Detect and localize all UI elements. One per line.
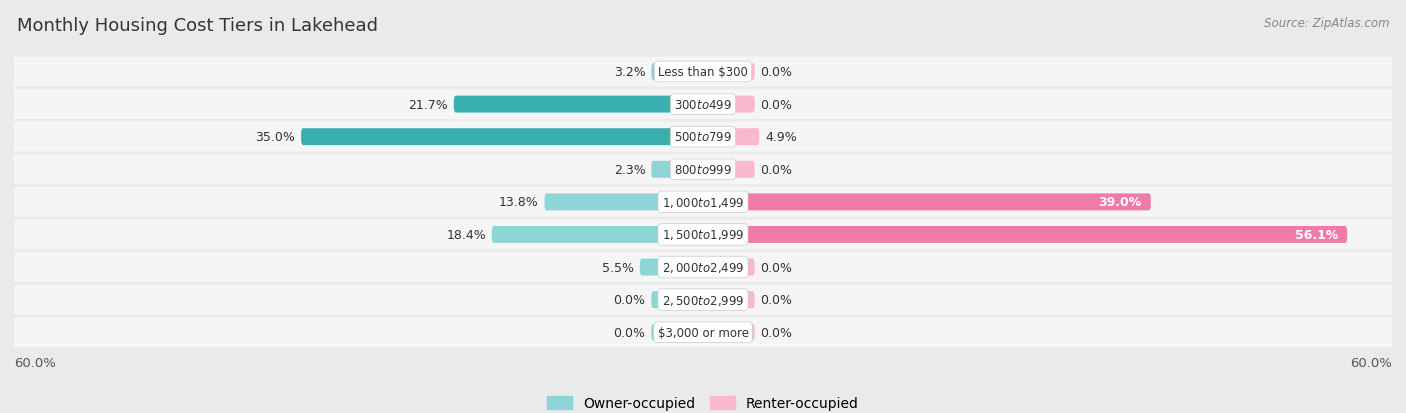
Text: 35.0%: 35.0% [256,131,295,144]
Text: $800 to $999: $800 to $999 [673,164,733,176]
Text: 0.0%: 0.0% [761,261,793,274]
FancyBboxPatch shape [454,96,703,113]
FancyBboxPatch shape [651,161,703,178]
FancyBboxPatch shape [703,226,1347,243]
FancyBboxPatch shape [703,259,755,276]
FancyBboxPatch shape [3,252,1403,282]
FancyBboxPatch shape [703,194,1152,211]
FancyBboxPatch shape [3,122,1403,152]
Text: Less than $300: Less than $300 [658,66,748,79]
Text: $1,000 to $1,499: $1,000 to $1,499 [662,195,744,209]
Text: 56.1%: 56.1% [1295,228,1339,241]
FancyBboxPatch shape [703,292,755,309]
FancyBboxPatch shape [703,324,755,341]
Text: 60.0%: 60.0% [14,356,56,369]
Text: $1,500 to $1,999: $1,500 to $1,999 [662,228,744,242]
FancyBboxPatch shape [301,129,703,146]
Text: 0.0%: 0.0% [761,326,793,339]
Text: 0.0%: 0.0% [613,293,645,306]
Text: $2,500 to $2,999: $2,500 to $2,999 [662,293,744,307]
Text: 0.0%: 0.0% [613,326,645,339]
Text: $2,000 to $2,499: $2,000 to $2,499 [662,261,744,274]
FancyBboxPatch shape [3,90,1403,120]
Text: $3,000 or more: $3,000 or more [658,326,748,339]
Text: 0.0%: 0.0% [761,293,793,306]
Text: 0.0%: 0.0% [761,66,793,79]
Text: 5.5%: 5.5% [602,261,634,274]
Text: Monthly Housing Cost Tiers in Lakehead: Monthly Housing Cost Tiers in Lakehead [17,17,378,34]
FancyBboxPatch shape [3,285,1403,315]
Text: Source: ZipAtlas.com: Source: ZipAtlas.com [1264,17,1389,29]
Text: 39.0%: 39.0% [1098,196,1142,209]
Text: 21.7%: 21.7% [408,98,449,112]
FancyBboxPatch shape [703,96,755,113]
Text: 4.9%: 4.9% [765,131,797,144]
FancyBboxPatch shape [492,226,703,243]
FancyBboxPatch shape [640,259,703,276]
Text: 0.0%: 0.0% [761,98,793,112]
FancyBboxPatch shape [3,220,1403,250]
Legend: Owner-occupied, Renter-occupied: Owner-occupied, Renter-occupied [541,390,865,413]
Text: 60.0%: 60.0% [1350,356,1392,369]
Text: 13.8%: 13.8% [499,196,538,209]
FancyBboxPatch shape [651,292,703,309]
Text: 18.4%: 18.4% [446,228,486,241]
Text: 2.3%: 2.3% [614,164,645,176]
Text: 3.2%: 3.2% [614,66,645,79]
FancyBboxPatch shape [3,318,1403,347]
FancyBboxPatch shape [703,129,759,146]
FancyBboxPatch shape [703,161,755,178]
FancyBboxPatch shape [703,64,755,81]
FancyBboxPatch shape [3,57,1403,87]
FancyBboxPatch shape [544,194,703,211]
Text: 0.0%: 0.0% [761,164,793,176]
FancyBboxPatch shape [3,188,1403,217]
Text: $500 to $799: $500 to $799 [673,131,733,144]
FancyBboxPatch shape [651,64,703,81]
Text: $300 to $499: $300 to $499 [673,98,733,112]
FancyBboxPatch shape [3,155,1403,185]
FancyBboxPatch shape [651,324,703,341]
